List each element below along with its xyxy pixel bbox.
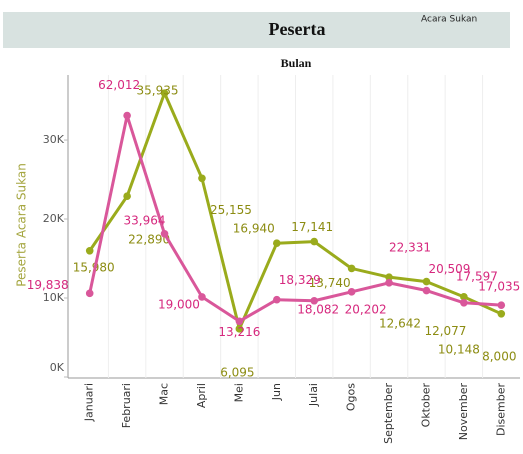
data-label: 6,095: [220, 365, 254, 379]
data-label: 8,000: [482, 349, 516, 363]
y-tick-label: 20K: [43, 212, 65, 225]
data-point: [460, 293, 468, 301]
y-tick-label: 0K: [50, 361, 65, 374]
data-point: [272, 295, 281, 304]
data-label: 10,148: [438, 342, 480, 356]
data-label: 13,216: [218, 325, 260, 339]
data-label: 12,077: [424, 324, 466, 338]
series-line: [88, 91, 502, 331]
x-tick-label: Ogos: [345, 383, 358, 411]
data-point: [497, 301, 506, 309]
data-point: [123, 192, 131, 200]
data-point: [198, 174, 206, 183]
data-label: 19,000: [158, 297, 200, 311]
data-point: [272, 239, 281, 247]
data-point: [123, 111, 131, 120]
x-tick-label: Mei: [232, 383, 245, 402]
x-tick-label: Julai: [307, 383, 320, 407]
x-tick-label: Oktober: [419, 383, 432, 428]
data-label: 20,509: [428, 262, 470, 276]
legend-title: Acara Sukan: [421, 15, 477, 25]
data-point: [422, 277, 431, 286]
data-point: [235, 325, 244, 333]
x-tick-label: Mac: [158, 383, 171, 405]
data-label: 19,838: [27, 278, 69, 292]
data-label: 13,740: [309, 276, 351, 290]
data-point: [198, 293, 206, 301]
x-tick-label: Januari: [83, 383, 96, 422]
x-tick-label: Februari: [120, 383, 133, 428]
y-axis-title: Peserta Acara Sukan: [15, 163, 29, 287]
data-point: [347, 288, 356, 296]
x-tick-label: April: [195, 383, 208, 408]
data-label: 22,331: [389, 240, 431, 254]
data-point: [160, 230, 169, 238]
data-point: [347, 264, 356, 273]
x-tick-label: Disember: [494, 383, 507, 436]
data-label: 17,141: [291, 220, 333, 234]
y-tick-label: 10K: [43, 291, 65, 304]
data-label: 18,082: [297, 302, 339, 316]
data-point: [160, 89, 169, 97]
data-point: [310, 296, 319, 305]
data-point: [385, 273, 393, 281]
data-point: [310, 237, 319, 246]
data-point: [497, 310, 506, 318]
data-label: 25,155: [210, 203, 252, 217]
x-tick-label: Jun: [270, 383, 283, 401]
chart-title: Peserta: [269, 19, 326, 39]
data-point: [235, 317, 244, 326]
data-label: 20,202: [345, 302, 387, 316]
data-point: [85, 246, 94, 255]
data-label: 17,597: [456, 269, 498, 283]
data-label: 35,935: [137, 84, 179, 98]
series-line: [88, 114, 502, 323]
y-tick-label: 30K: [43, 133, 65, 146]
x-tick-label: November: [457, 383, 470, 441]
data-label: 33,964: [124, 213, 166, 227]
header-bar: [3, 12, 510, 48]
x-tick-label: September: [382, 383, 395, 444]
data-point: [460, 299, 468, 307]
data-label: 18,329: [279, 273, 321, 287]
data-point: [85, 289, 94, 298]
data-label: 22,890: [128, 233, 170, 247]
data-label: 17,035: [478, 280, 520, 294]
x-axis-title: Bulan: [281, 56, 312, 70]
data-label: 16,940: [233, 222, 275, 236]
data-label: 62,012: [98, 78, 140, 92]
data-point: [385, 279, 393, 287]
data-point: [422, 286, 431, 295]
data-label: 12,642: [379, 317, 421, 331]
